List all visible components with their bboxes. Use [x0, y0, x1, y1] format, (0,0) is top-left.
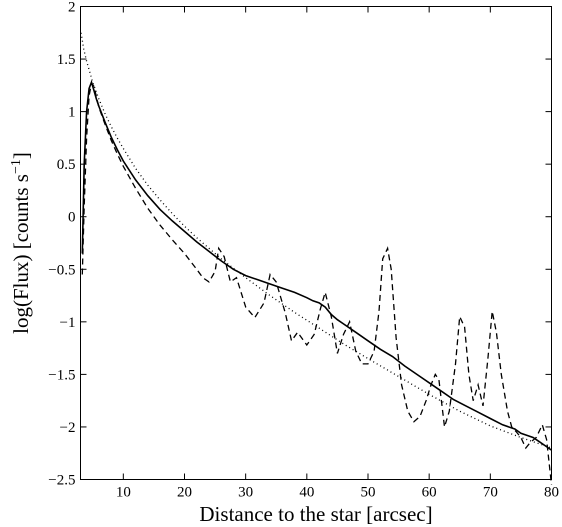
- x-tick-label: 60: [422, 485, 437, 501]
- y-tick-label: 2: [68, 0, 76, 16]
- y-tick-label: 1: [68, 105, 76, 121]
- x-tick-label: 50: [360, 485, 375, 501]
- x-tick-label: 20: [177, 485, 192, 501]
- plot-series: [80, 32, 553, 485]
- x-tick-label: 70: [483, 485, 498, 501]
- series-line-dotted: [80, 32, 552, 449]
- x-tick-label: 40: [299, 485, 314, 501]
- series-line-solid: [81, 79, 552, 451]
- y-tick-label: −0.5: [48, 262, 75, 278]
- plot-frame: [80, 6, 552, 480]
- y-tick-label: 1.5: [57, 52, 76, 68]
- series-line-dashed: [81, 81, 553, 485]
- y-axis-label-main: log(Flux) [counts s: [9, 174, 33, 334]
- y-tick-label: −2.5: [48, 473, 75, 489]
- y-tick-label: 0.5: [57, 157, 76, 173]
- axis-ticks: 10 20 30 40 50 60 70 80 −2.5 −2 −1.5 −1 −0.5 0 0.5 1 1.5…: [48, 0, 559, 501]
- y-tick-label: −1.5: [48, 367, 75, 383]
- x-axis-label: Distance to the star [arcsec]: [199, 502, 432, 526]
- x-tick-label: 80: [544, 485, 559, 501]
- y-tick-label: −1: [60, 315, 76, 331]
- y-axis-label: log(Flux) [counts s−1]: [9, 152, 33, 334]
- x-tick-label: 30: [238, 485, 253, 501]
- y-axis-label-close: ]: [9, 152, 33, 159]
- x-tick-label: 10: [116, 485, 131, 501]
- y-tick-label: 0: [68, 210, 76, 226]
- y-tick-label: −2: [60, 420, 76, 436]
- y-axis-label-superscript: −1: [9, 159, 24, 174]
